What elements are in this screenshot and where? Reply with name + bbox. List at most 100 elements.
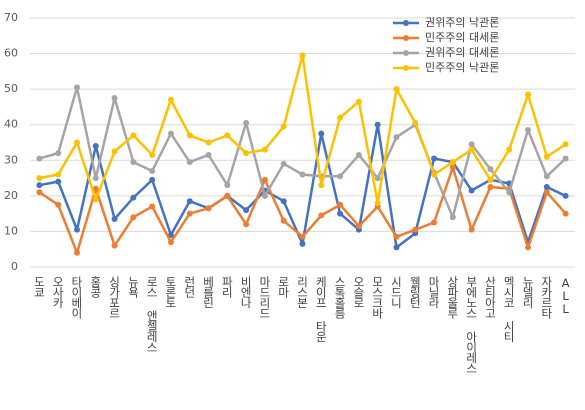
y-tick-label: 70 (4, 11, 18, 24)
point (224, 132, 231, 139)
point (318, 212, 325, 219)
point (562, 210, 569, 217)
point (393, 134, 400, 141)
x-tick-label: 모스크바 (371, 276, 385, 319)
point (280, 198, 287, 205)
point (299, 171, 306, 178)
point (73, 226, 80, 233)
point (299, 240, 306, 247)
point (506, 146, 513, 153)
point (130, 214, 137, 221)
point (562, 141, 569, 148)
point (543, 189, 550, 196)
x-tick-label: 상파울루 (446, 276, 460, 320)
point (337, 210, 344, 217)
point (92, 185, 99, 192)
point (92, 175, 99, 182)
point (562, 155, 569, 162)
point (92, 196, 99, 203)
point (92, 143, 99, 150)
point (55, 150, 62, 157)
point (261, 192, 268, 199)
point (525, 91, 532, 98)
legend-label: 민주주의 낙관론 (425, 61, 499, 74)
x-tick-label: 자카르타 (540, 276, 554, 319)
point (111, 242, 118, 249)
point (73, 139, 80, 146)
point (186, 132, 193, 139)
point (167, 96, 174, 103)
point (243, 119, 250, 126)
x-tick-label: 로스 앤젤레스 (145, 276, 159, 352)
point (487, 176, 494, 183)
point (243, 207, 250, 214)
point (36, 155, 43, 162)
y-tick-label: 20 (4, 189, 18, 202)
point (243, 150, 250, 157)
point (299, 233, 306, 240)
x-tick-label: 마드리드 (258, 276, 272, 318)
legend-label: 권위주의 낙관론 (425, 16, 499, 29)
point (506, 189, 513, 196)
y-tick-label: 30 (4, 153, 18, 166)
y-tick-label: 40 (4, 118, 18, 131)
point (468, 187, 475, 194)
point (393, 244, 400, 251)
point (280, 217, 287, 224)
point (543, 183, 550, 190)
legend-label: 권위주의 대세론 (425, 46, 499, 59)
point (468, 141, 475, 148)
point (318, 182, 325, 189)
point (355, 98, 362, 105)
point (167, 130, 174, 137)
x-tick-label: 비엔나 (239, 276, 253, 308)
point (243, 221, 250, 228)
x-tick-label: 웰링턴 (408, 276, 422, 308)
point (205, 205, 212, 212)
point (412, 226, 419, 233)
point (355, 151, 362, 158)
point (149, 167, 156, 174)
point (73, 249, 80, 256)
point (55, 201, 62, 208)
point (149, 176, 156, 183)
x-tick-label: 산티아고 (483, 276, 497, 318)
point (525, 244, 532, 251)
point (299, 52, 306, 59)
point (337, 201, 344, 208)
x-tick-label: ALL (559, 276, 573, 315)
y-tick-label: 0 (11, 260, 18, 273)
point (374, 121, 381, 128)
point (130, 159, 137, 166)
point (167, 231, 174, 238)
x-tick-label: 케이프 타운 (314, 276, 328, 342)
x-tick-label: 홍콩 (89, 275, 103, 298)
y-tick-label: 50 (4, 82, 18, 95)
point (412, 119, 419, 126)
point (261, 176, 268, 183)
point (130, 132, 137, 139)
x-tick-label: 스톡홀름 (333, 276, 347, 319)
legend-marker (403, 65, 409, 71)
point (55, 178, 62, 185)
x-tick-label: 오슬로 (352, 276, 366, 308)
point (449, 159, 456, 166)
y-tick-label: 10 (4, 224, 18, 237)
point (468, 226, 475, 233)
x-tick-label: 뉴델리 (521, 276, 535, 308)
point (36, 182, 43, 189)
point (111, 215, 118, 222)
point (36, 189, 43, 196)
legend-marker (403, 20, 409, 26)
point (337, 114, 344, 121)
legend-marker (403, 35, 409, 41)
x-tick-label: 시드니 (389, 276, 403, 308)
point (111, 95, 118, 102)
point (205, 151, 212, 158)
x-tick-label: 로마 (277, 276, 291, 298)
point (431, 155, 438, 162)
point (55, 171, 62, 178)
point (355, 223, 362, 230)
x-tick-label: 런던 (183, 276, 197, 298)
